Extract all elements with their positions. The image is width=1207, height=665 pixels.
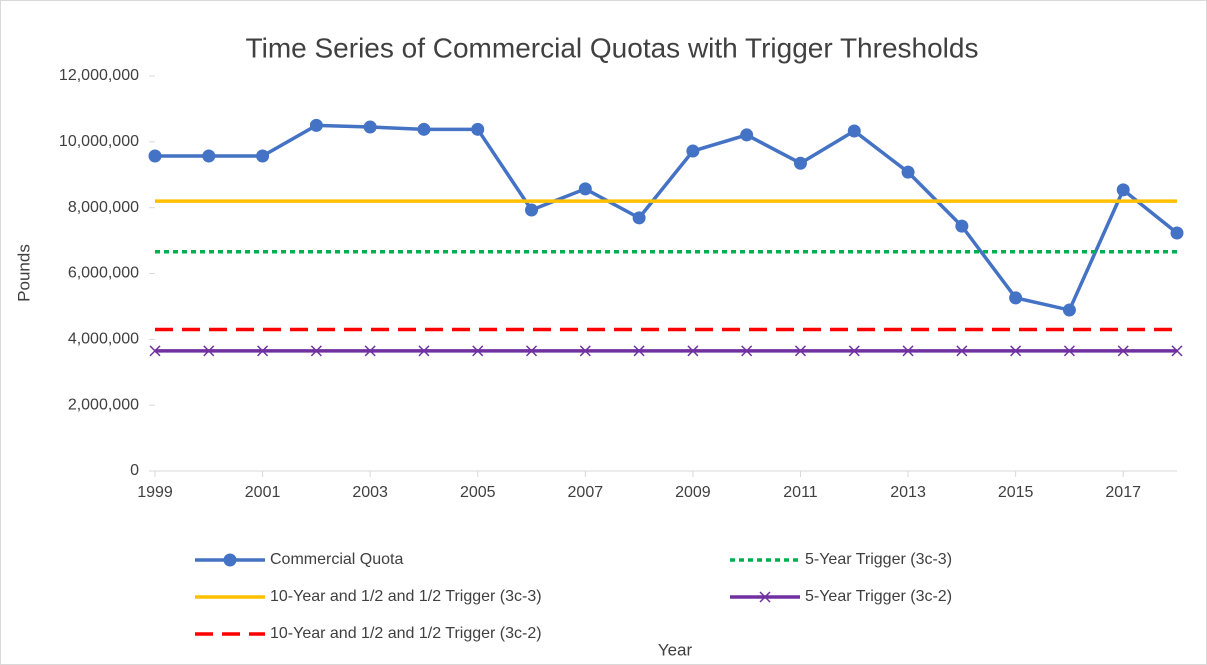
point xyxy=(1116,183,1130,197)
point xyxy=(471,122,485,136)
x-tick-label: 2015 xyxy=(998,484,1034,501)
point xyxy=(1063,345,1075,357)
x-tick-label: 2001 xyxy=(245,484,281,501)
y-tick-label: 10,000,000 xyxy=(59,133,139,150)
point xyxy=(417,122,431,136)
point xyxy=(148,149,162,163)
legend-label: 10-Year and 1/2 and 1/2 Trigger (3c-2) xyxy=(270,625,542,642)
x-tick-label: 2017 xyxy=(1105,484,1141,501)
point xyxy=(472,345,484,357)
point xyxy=(793,156,807,170)
y-tick-label: 2,000,000 xyxy=(68,396,139,413)
point xyxy=(309,118,323,132)
point xyxy=(632,211,646,225)
point xyxy=(579,345,591,357)
point xyxy=(686,144,700,158)
legend-label: 5-Year Trigger (3c-2) xyxy=(805,588,952,605)
legend-label: 5-Year Trigger (3c-3) xyxy=(805,551,952,568)
point xyxy=(418,345,430,357)
legend-marker xyxy=(223,553,237,567)
y-tick-label: 6,000,000 xyxy=(68,265,139,282)
point xyxy=(794,345,807,357)
x-tick-label: 2007 xyxy=(568,484,604,501)
legend-label: Commercial Quota xyxy=(270,551,403,568)
legend-label: 10-Year and 1/2 and 1/2 Trigger (3c-3) xyxy=(270,588,542,605)
y-tick-label: 0 xyxy=(130,462,139,479)
y-tick-label: 4,000,000 xyxy=(68,331,139,348)
point xyxy=(901,165,915,179)
point xyxy=(1170,226,1184,240)
x-tick-label: 2013 xyxy=(890,484,926,501)
y-axis-label: Pounds xyxy=(14,244,33,302)
point xyxy=(1010,345,1022,357)
point xyxy=(848,345,860,357)
y-tick-label: 12,000,000 xyxy=(59,67,139,84)
point xyxy=(633,345,645,357)
x-tick-label: 2005 xyxy=(460,484,496,501)
point xyxy=(955,219,969,233)
point xyxy=(364,345,376,357)
point xyxy=(256,149,270,163)
point xyxy=(1171,345,1183,357)
point xyxy=(847,124,861,138)
point xyxy=(578,182,592,196)
point xyxy=(202,149,216,163)
y-tick-label: 8,000,000 xyxy=(68,199,139,216)
point xyxy=(741,345,753,357)
point xyxy=(149,345,161,357)
point xyxy=(687,345,699,357)
series-line xyxy=(155,123,1179,313)
point xyxy=(257,345,269,357)
point xyxy=(740,128,754,142)
point xyxy=(902,345,914,357)
point xyxy=(525,345,538,357)
x-tick-label: 2003 xyxy=(352,484,388,501)
x-tick-label: 2009 xyxy=(675,484,711,501)
point xyxy=(1009,291,1023,305)
x-axis-label: Year xyxy=(658,640,693,659)
chart-title: Time Series of Commercial Quotas with Tr… xyxy=(246,32,979,63)
x-tick-label: 2011 xyxy=(783,484,818,501)
point xyxy=(525,203,539,217)
point xyxy=(1117,345,1129,357)
x-tick-label: 1999 xyxy=(137,484,173,501)
point xyxy=(203,345,215,357)
point xyxy=(956,345,968,357)
point xyxy=(1062,303,1076,317)
point xyxy=(363,120,377,134)
point xyxy=(310,345,322,357)
legend-marker xyxy=(759,591,771,603)
